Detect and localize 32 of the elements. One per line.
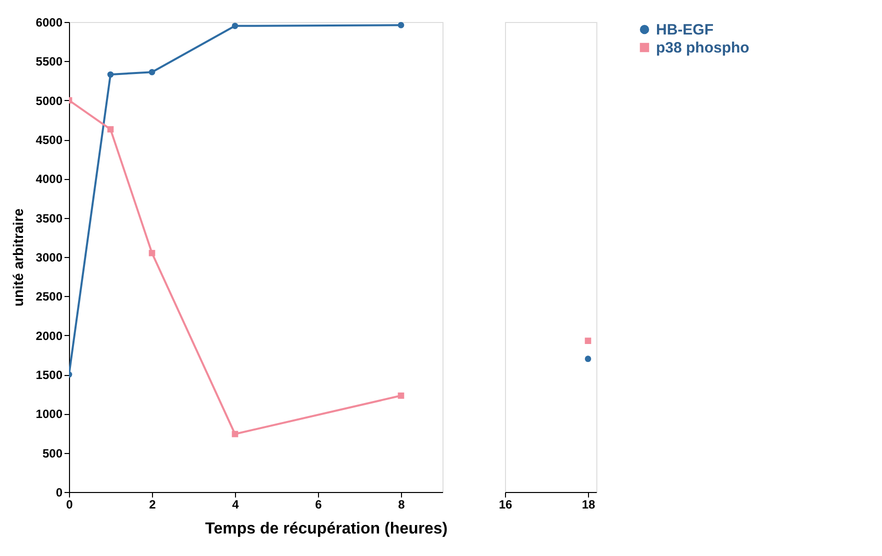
y-tick-label: 3500 bbox=[36, 211, 63, 226]
x-tick-label: 18 bbox=[582, 498, 596, 512]
legend-label: HB-EGF bbox=[656, 22, 714, 38]
x-axis-title: Temps de récupération (heures) bbox=[205, 520, 448, 538]
point bbox=[148, 68, 156, 76]
y-tick-label: 4000 bbox=[36, 172, 63, 186]
x-tick-label: 4 bbox=[232, 498, 240, 512]
y-tick-label: 1000 bbox=[36, 407, 63, 422]
y-tick-label: 500 bbox=[42, 446, 63, 460]
y-tick-label: 2500 bbox=[36, 290, 63, 304]
x-tick-label: 16 bbox=[498, 498, 512, 512]
point bbox=[398, 392, 404, 399]
point bbox=[107, 126, 114, 132]
y-tick-label: 5500 bbox=[36, 54, 63, 69]
legend-label: p38 phospho bbox=[656, 40, 750, 56]
y-tick-label: 0 bbox=[56, 486, 63, 500]
x-tick-label: 2 bbox=[149, 498, 156, 512]
x-tick-label: 0 bbox=[66, 498, 74, 512]
y-tick-label: 3000 bbox=[36, 250, 63, 264]
point bbox=[107, 71, 114, 78]
point bbox=[232, 22, 238, 30]
x-tick-label: 8 bbox=[398, 498, 406, 512]
y-tick-label: 2000 bbox=[36, 328, 63, 343]
point bbox=[398, 22, 404, 28]
y-tick-label: 6000 bbox=[36, 16, 63, 30]
y-tick-label: 4500 bbox=[36, 133, 63, 147]
y-tick-label: 1500 bbox=[36, 368, 63, 382]
x-tick-label: 6 bbox=[315, 498, 322, 512]
point bbox=[232, 430, 238, 438]
point bbox=[148, 250, 156, 256]
y-tick-label: 5000 bbox=[36, 94, 63, 108]
y-axis-title: unité arbitraire bbox=[10, 208, 26, 307]
